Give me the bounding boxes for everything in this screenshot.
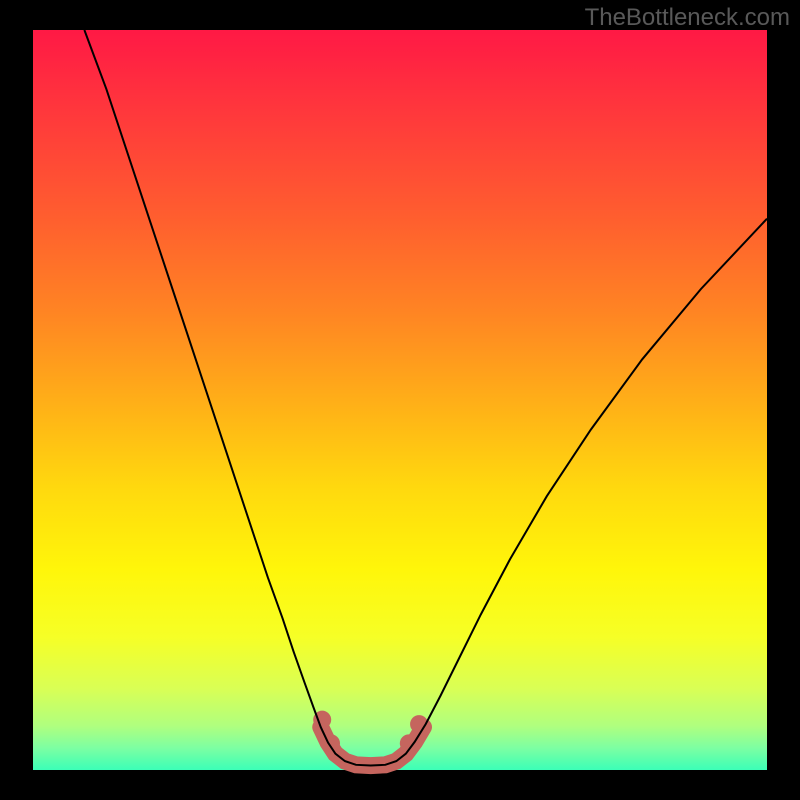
chart-root: TheBottleneck.com xyxy=(0,0,800,800)
curve-svg xyxy=(0,0,800,800)
bottleneck-curve xyxy=(84,30,767,766)
